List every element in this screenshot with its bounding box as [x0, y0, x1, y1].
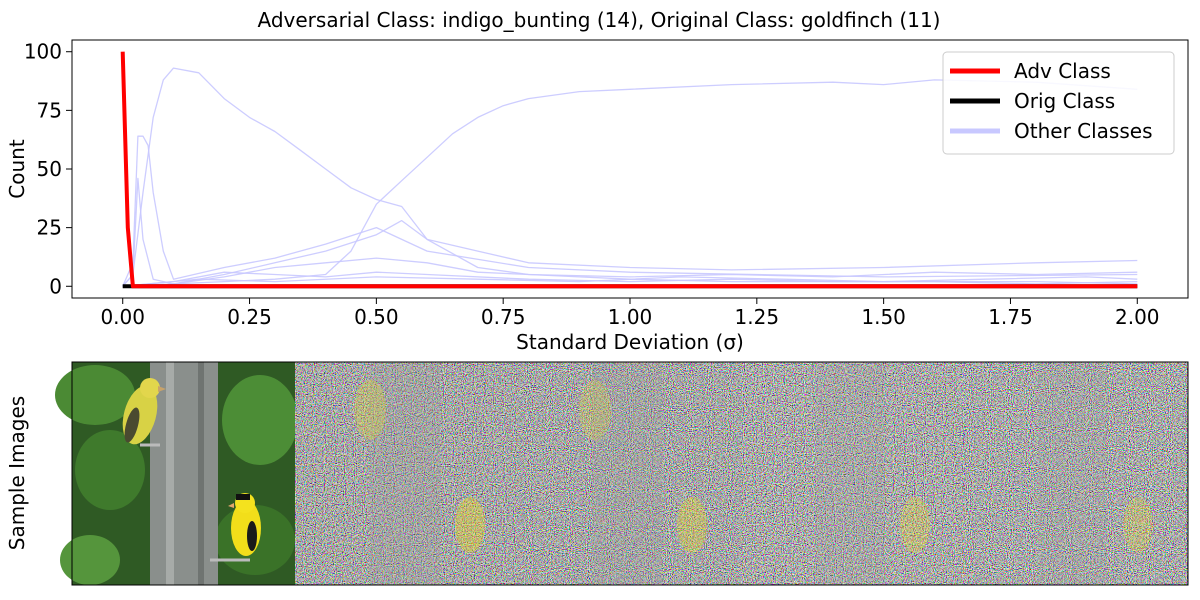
x-tick-label: 0.25	[227, 305, 272, 329]
legend-label-orig: Orig Class	[1014, 89, 1115, 113]
sample-image-noisy-4	[964, 362, 1188, 585]
series-line-other-classes-8	[122, 276, 1138, 287]
series-line-other-classes-6	[122, 257, 1138, 287]
y-tick-label: 75	[37, 98, 62, 122]
series-line-other-classes-2	[122, 67, 1138, 287]
series-line-other-classes-5	[122, 177, 1138, 287]
feeder-pole	[150, 362, 218, 585]
images-frame	[71, 361, 1189, 586]
x-tick-label: 1.75	[988, 305, 1033, 329]
x-tick-label: 0.00	[100, 305, 145, 329]
sample-image-original	[55, 362, 298, 585]
sample-image-noisy-3	[741, 362, 964, 585]
legend-label-adv: Adv Class	[1014, 59, 1111, 83]
y-axis-label: Count	[5, 139, 29, 199]
sample-image-noisy-2	[518, 362, 741, 585]
series-line-other-classes-4	[122, 135, 1138, 287]
legend-label-other: Other Classes	[1014, 119, 1153, 143]
y-tick-label: 25	[37, 216, 62, 240]
y-tick-label: 100	[24, 40, 62, 64]
y-tick-label: 0	[49, 274, 62, 298]
series-line-adv-class-0	[120, 51, 1138, 289]
images-ylabel: Sample Images	[5, 396, 29, 550]
x-axis-label: Standard Deviation (σ)	[516, 330, 744, 354]
sample-image-noisy-1	[295, 362, 518, 585]
x-tick-label: 1.00	[608, 305, 653, 329]
x-axis-ticks: 0.00 0.25 0.50 0.75 1.00 1.25 1.50 1.75 2.00	[100, 298, 1160, 329]
chart-title: Adversarial Class: indigo_bunting (14), …	[258, 8, 941, 32]
x-tick-label: 2.00	[1115, 305, 1160, 329]
x-tick-label: 0.50	[354, 305, 399, 329]
legend: Adv Class Orig Class Other Classes	[942, 51, 1175, 155]
series-line-other-classes-7	[122, 271, 1138, 287]
x-tick-label: 0.75	[481, 305, 526, 329]
series-layer	[120, 51, 1138, 289]
x-tick-label: 1.50	[861, 305, 906, 329]
sample-images	[55, 361, 1189, 586]
y-tick-label: 50	[37, 157, 62, 181]
legend-box	[942, 51, 1175, 155]
x-tick-label: 1.25	[735, 305, 780, 329]
y-axis-ticks: 0 25 50 75 100	[24, 40, 72, 298]
